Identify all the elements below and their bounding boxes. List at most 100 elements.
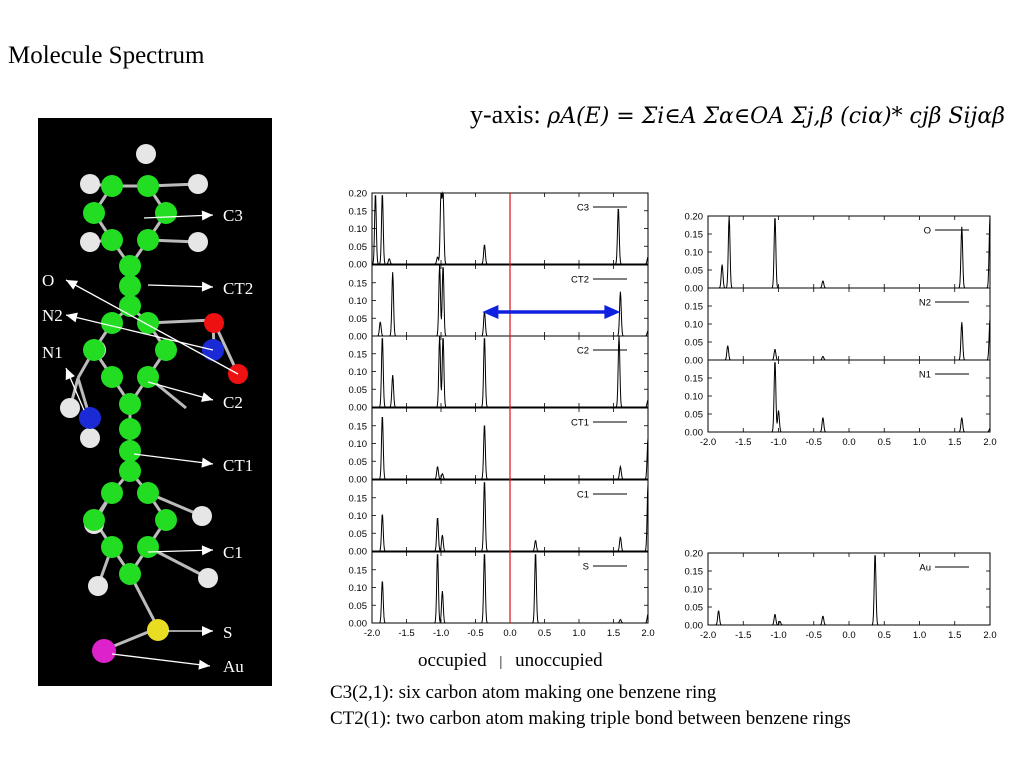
gap-arrow-head-right xyxy=(604,305,621,319)
panel-ct2: 0.00 0.05 0.10 0.15 CT2 xyxy=(349,264,649,343)
x-tick-label: 0.0 xyxy=(842,437,855,448)
y-tick-label: 0.05 xyxy=(685,266,704,277)
occupied-label: occupied xyxy=(418,650,487,671)
y-tick-label: 0.10 xyxy=(349,511,368,522)
x-tick-label: 1.5 xyxy=(948,437,961,448)
hydrogen-atom xyxy=(198,568,218,588)
carbon-atom xyxy=(83,339,105,361)
y-tick-label: 0.05 xyxy=(349,457,368,468)
hydrogen-atom xyxy=(192,506,212,526)
x-tick-label: -1.0 xyxy=(433,628,449,639)
label-arrow-line xyxy=(133,453,214,465)
dos-curve-n2 xyxy=(708,318,991,361)
molecule-structure xyxy=(60,144,248,663)
y-tick-label: 0.05 xyxy=(349,385,368,396)
atom-label-c1: C1 xyxy=(223,543,243,562)
page-title: Molecule Spectrum xyxy=(8,42,205,69)
hydrogen-atom xyxy=(188,174,208,194)
panel-au: 0.00 0.05 0.10 0.15 0.20 Au xyxy=(685,549,991,632)
x-tick-label: 1.5 xyxy=(948,630,961,641)
y-tick-label: 0.15 xyxy=(349,421,368,432)
carbon-atom xyxy=(137,312,159,334)
x-tick-label: 1.5 xyxy=(607,628,620,639)
gap-arrow-head-left xyxy=(482,305,499,319)
y-tick-label: 0.05 xyxy=(685,338,704,349)
legend-label: C3 xyxy=(577,203,589,214)
arrow-head xyxy=(201,545,213,556)
y-tick-label: 0.15 xyxy=(349,206,368,217)
arrow-head xyxy=(65,368,75,381)
hydrogen-atom xyxy=(80,232,100,252)
panel-frame xyxy=(707,552,991,626)
carbon-atom xyxy=(101,312,123,334)
hydrogen-atom xyxy=(136,144,156,164)
dos-curve-c3 xyxy=(371,191,649,265)
carbon-atom xyxy=(137,536,159,558)
y-tick-label: 0.20 xyxy=(685,549,704,560)
occupancy-labels: occupied | unoccupied xyxy=(418,650,603,672)
y-axis-formula: y-axis: ρA(E) = Σi∈A Σα∈OA Σj,β (ciα)* c… xyxy=(470,100,1005,130)
carbon-atom xyxy=(101,366,123,388)
y-tick-label: 0.05 xyxy=(349,314,368,325)
panel-s: 0.00 0.05 0.10 0.15 S xyxy=(349,551,649,630)
x-tick-label: -1.5 xyxy=(735,630,751,641)
arrow-head xyxy=(201,392,213,402)
carbon-atom xyxy=(137,229,159,251)
panel-o: 0.00 0.05 0.10 0.15 0.20 O xyxy=(685,212,991,295)
carbon-atom xyxy=(101,482,123,504)
gap-double-arrow xyxy=(482,305,621,319)
legend-label: O xyxy=(924,226,931,237)
carbon-atom xyxy=(155,509,177,531)
sulfur-atom xyxy=(147,619,169,641)
carbon-atom xyxy=(119,393,141,415)
y-tick-label: 0.10 xyxy=(349,583,368,594)
legend-label: N1 xyxy=(919,370,931,381)
legend-label: CT2 xyxy=(571,275,589,286)
panel-frame xyxy=(707,215,991,289)
atom-label-n2: N2 xyxy=(42,306,63,325)
y-tick-label: 0.20 xyxy=(685,212,704,223)
arrow-head xyxy=(202,626,213,636)
arrow-head xyxy=(201,281,213,292)
y-tick-label: 0.10 xyxy=(349,296,368,307)
dos-curve-c1 xyxy=(372,482,649,552)
x-tick-label: -2.0 xyxy=(364,628,380,639)
hydrogen-atom xyxy=(60,398,80,418)
panel-c3: 0.00 0.05 0.10 0.15 0.20 C3 xyxy=(349,189,649,271)
carbon-atom xyxy=(155,202,177,224)
x-tick-label: 0.5 xyxy=(878,630,891,641)
atom-label-n1: N1 xyxy=(42,343,63,362)
dos-curve-o xyxy=(708,215,991,289)
y-tick-label: 0.10 xyxy=(349,367,368,378)
x-tick-label: 2.0 xyxy=(983,630,996,641)
y-tick-label: 0.00 xyxy=(349,403,368,414)
x-tick-label: -0.5 xyxy=(806,437,822,448)
x-tick-label: -2.0 xyxy=(700,437,716,448)
x-tick-label: 1.0 xyxy=(913,437,926,448)
y-tick-label: 0.15 xyxy=(349,493,368,504)
panel-frame xyxy=(707,287,991,361)
y-tick-label: 0.00 xyxy=(349,260,368,271)
x-tick-label: -1.5 xyxy=(735,437,751,448)
y-tick-label: 0.00 xyxy=(349,475,368,486)
panel-n1: 0.00 0.05 0.10 0.15 N1 xyxy=(685,359,991,439)
y-tick-label: 0.15 xyxy=(685,230,704,241)
panel-frame xyxy=(371,192,649,265)
caption-c3: C3(2,1): six carbon atom making one benz… xyxy=(330,682,717,703)
x-tick-label: -1.0 xyxy=(770,437,786,448)
x-tick-label: 1.0 xyxy=(913,630,926,641)
y-tick-label: 0.05 xyxy=(685,603,704,614)
y-tick-label: 0.00 xyxy=(349,619,368,630)
arrow-head xyxy=(66,280,79,290)
atom-label-c3: C3 xyxy=(223,206,243,225)
x-tick-label: -0.5 xyxy=(467,628,483,639)
legend-label: C1 xyxy=(577,490,589,501)
y-tick-label: 0.00 xyxy=(349,332,368,343)
carbon-atom xyxy=(137,175,159,197)
carbon-atom xyxy=(119,418,141,440)
dos-curve-n1 xyxy=(708,362,991,433)
atom-label-ct2: CT2 xyxy=(223,279,253,298)
y-tick-label: 0.00 xyxy=(685,284,704,295)
y-tick-label: 0.05 xyxy=(349,242,368,253)
dos-curve-au xyxy=(708,555,990,626)
